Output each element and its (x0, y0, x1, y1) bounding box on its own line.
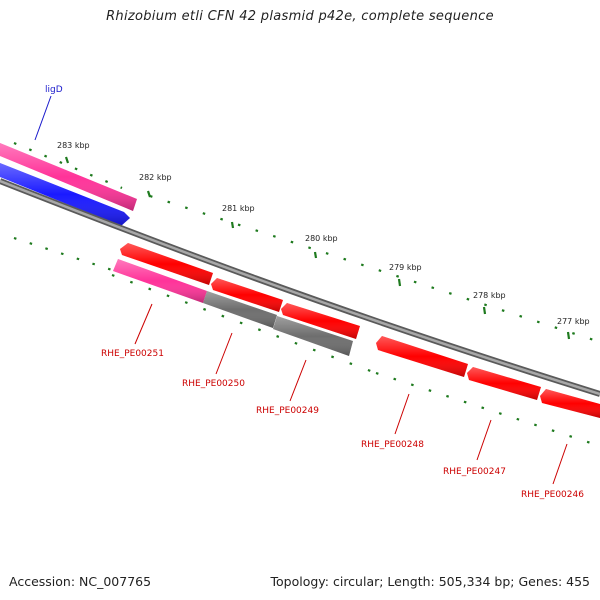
gene-label-RHE_PE00246: RHE_PE00246 (521, 490, 584, 500)
major-tick-283 (64, 156, 70, 164)
tick-label-280: 280 kbp (305, 234, 338, 243)
tick-label-282: 282 kbp (139, 173, 172, 182)
tick-label-278: 278 kbp (473, 291, 506, 300)
gene-label-RHE_PE00249: RHE_PE00249 (256, 406, 319, 416)
genome-backbone (0, 178, 600, 397)
tick-label-277: 277 kbp (557, 317, 590, 326)
major-ticks (64, 156, 571, 340)
tick-label-281: 281 kbp (222, 204, 255, 213)
leader-RHE_PE00249 (289, 359, 307, 402)
leader-RHE_PE00246 (552, 443, 568, 485)
major-tick-280 (313, 251, 318, 259)
gene-label-RHE_PE00250: RHE_PE00250 (182, 379, 245, 389)
map-title: Rhizobium etli CFN 42 plasmid p42e, comp… (106, 9, 494, 24)
major-tick-282 (146, 190, 152, 198)
gene-label-RHE_PE00248: RHE_PE00248 (361, 440, 424, 450)
reverse-genes (113, 243, 600, 418)
major-tick-279 (397, 278, 402, 287)
forward-genes (0, 143, 137, 226)
tick-labels: 283 kbp 282 kbp 281 kbp 280 kbp 279 kbp … (57, 141, 590, 326)
major-tick-278 (482, 306, 487, 315)
leader-RHE_PE00251 (134, 303, 153, 345)
leader-ligD (34, 95, 52, 141)
leader-RHE_PE00248 (394, 393, 410, 435)
inner-tick-row (13, 236, 600, 448)
gene-label-RHE_PE00247: RHE_PE00247 (443, 467, 506, 477)
gene-labels: ligD RHE_PE00251 RHE_PE00250 RHE_PE00249… (34, 85, 584, 500)
gene-label-ligD: ligD (45, 85, 63, 95)
accession-text: Accession: NC_007765 (9, 574, 152, 589)
gene-label-RHE_PE00251: RHE_PE00251 (101, 349, 164, 359)
tick-label-283: 283 kbp (57, 141, 90, 150)
major-tick-281 (230, 221, 235, 229)
tick-label-279: 279 kbp (389, 263, 422, 272)
major-tick-277 (566, 331, 571, 340)
topology-summary: Topology: circular; Length: 505,334 bp; … (270, 574, 591, 589)
leader-RHE_PE00247 (476, 419, 492, 461)
leader-RHE_PE00250 (215, 332, 233, 375)
